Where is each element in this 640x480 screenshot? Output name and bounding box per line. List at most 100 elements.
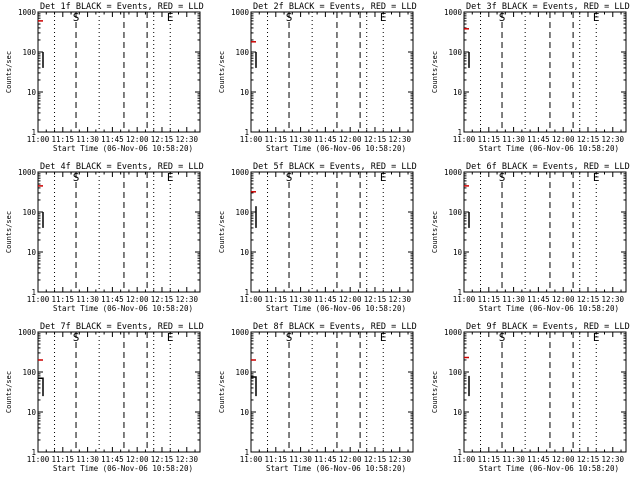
x-tick-label: 12:30 <box>175 455 198 464</box>
x-tick-label: 12:30 <box>601 455 624 464</box>
chart-panel: Det 4f BLACK = Events, RED = LLD Counts/s… <box>5 162 204 313</box>
x-tick-label: 11:45 <box>101 135 124 144</box>
chart-panel: Det 8f BLACK = Events, RED = LLD Counts/s… <box>218 322 417 473</box>
x-tick-label: 11:00 <box>453 135 476 144</box>
x-tick-label: 11:45 <box>527 135 550 144</box>
chart-title: Det 9f BLACK = Events, RED = LLD <box>466 322 630 332</box>
y-axis-label: Counts/sec <box>431 371 439 413</box>
x-tick-label: 11:00 <box>240 135 263 144</box>
x-axis-label: Start Time (06-Nov-06 10:58:20) <box>266 304 406 313</box>
x-tick-label: 12:30 <box>388 455 411 464</box>
y-tick-label: 10 <box>27 248 37 257</box>
y-tick-label: 1 <box>244 288 249 297</box>
x-tick-label: 11:45 <box>527 295 550 304</box>
x-tick-label: 12:15 <box>151 295 174 304</box>
x-tick-label: 11:45 <box>314 135 337 144</box>
x-tick-label: 11:15 <box>478 455 501 464</box>
y-tick-label: 1000 <box>231 328 250 337</box>
end-marker-label: E <box>593 11 600 24</box>
x-tick-label: 12:30 <box>388 295 411 304</box>
chart-panel: Det 9f BLACK = Events, RED = LLD Counts/s… <box>431 322 630 473</box>
x-axis-label: Start Time (06-Nov-06 10:58:20) <box>479 144 619 153</box>
y-tick-label: 1000 <box>444 168 463 177</box>
x-tick-label: 12:00 <box>339 135 362 144</box>
x-axis-label: Start Time (06-Nov-06 10:58:20) <box>53 304 193 313</box>
start-marker-label: S <box>499 11 506 24</box>
start-marker-label: S <box>73 331 80 344</box>
y-tick-label: 100 <box>22 48 36 57</box>
plot-frame <box>250 11 414 133</box>
end-marker-label: E <box>380 171 387 184</box>
x-tick-label: 11:00 <box>240 295 263 304</box>
x-tick-label: 11:45 <box>314 455 337 464</box>
x-tick-label: 11:00 <box>453 455 476 464</box>
end-marker-label: E <box>167 171 174 184</box>
x-axis-label: Start Time (06-Nov-06 10:58:20) <box>53 464 193 473</box>
y-tick-label: 100 <box>235 208 249 217</box>
x-tick-label: 11:00 <box>27 455 50 464</box>
x-axis-label: Start Time (06-Nov-06 10:58:20) <box>266 464 406 473</box>
events-series-line <box>251 376 257 397</box>
chart-panel: Det 1f BLACK = Events, RED = LLD Counts/s… <box>5 2 204 153</box>
x-tick-label: 11:45 <box>101 295 124 304</box>
chart-title: Det 4f BLACK = Events, RED = LLD <box>40 162 204 172</box>
y-tick-label: 100 <box>235 368 249 377</box>
y-tick-label: 10 <box>453 408 463 417</box>
y-tick-label: 1 <box>457 448 462 457</box>
x-tick-label: 12:00 <box>339 295 362 304</box>
x-tick-label: 11:30 <box>502 135 525 144</box>
x-tick-label: 12:15 <box>364 455 387 464</box>
x-tick-label: 11:00 <box>240 455 263 464</box>
x-tick-label: 12:00 <box>126 295 149 304</box>
x-tick-label: 12:30 <box>601 135 624 144</box>
y-axis-label: Counts/sec <box>5 51 13 93</box>
end-marker-label: E <box>380 331 387 344</box>
x-tick-label: 11:30 <box>289 295 312 304</box>
x-tick-label: 11:30 <box>502 455 525 464</box>
plot-frame <box>37 171 201 293</box>
start-marker-label: S <box>286 331 293 344</box>
chart-panel: Det 5f BLACK = Events, RED = LLD Counts/s… <box>218 162 417 313</box>
plot-frame <box>463 11 627 133</box>
events-series-line <box>38 377 44 397</box>
y-tick-label: 100 <box>22 208 36 217</box>
x-tick-label: 12:15 <box>577 135 600 144</box>
x-tick-label: 12:15 <box>577 455 600 464</box>
y-axis-label: Counts/sec <box>218 51 226 93</box>
y-tick-label: 10 <box>27 408 37 417</box>
chart-title: Det 3f BLACK = Events, RED = LLD <box>466 2 630 12</box>
y-tick-label: 10 <box>453 88 463 97</box>
y-tick-label: 1 <box>244 448 249 457</box>
y-axis-label: Counts/sec <box>218 371 226 413</box>
x-tick-label: 11:45 <box>527 455 550 464</box>
plot-frame <box>463 171 627 293</box>
y-axis-label: Counts/sec <box>218 211 226 253</box>
x-tick-label: 12:15 <box>151 455 174 464</box>
x-tick-label: 12:00 <box>126 455 149 464</box>
x-tick-label: 11:15 <box>265 295 288 304</box>
start-marker-label: S <box>286 171 293 184</box>
x-tick-label: 11:00 <box>27 135 50 144</box>
x-tick-label: 11:15 <box>52 295 75 304</box>
x-tick-label: 11:15 <box>478 135 501 144</box>
y-tick-label: 10 <box>240 248 250 257</box>
x-tick-label: 12:30 <box>601 295 624 304</box>
y-tick-label: 1000 <box>18 8 37 17</box>
x-tick-label: 11:00 <box>453 295 476 304</box>
plot-frame <box>463 331 627 453</box>
plot-frame <box>37 11 201 133</box>
x-tick-label: 11:00 <box>27 295 50 304</box>
y-tick-label: 100 <box>235 48 249 57</box>
chart-title: Det 6f BLACK = Events, RED = LLD <box>466 162 630 172</box>
y-tick-label: 1 <box>31 448 36 457</box>
chart-title: Det 2f BLACK = Events, RED = LLD <box>253 2 417 12</box>
x-tick-label: 12:00 <box>552 455 575 464</box>
x-tick-label: 11:30 <box>76 135 99 144</box>
end-marker-label: E <box>167 11 174 24</box>
y-tick-label: 1000 <box>18 168 37 177</box>
y-tick-label: 100 <box>22 368 36 377</box>
x-tick-label: 11:30 <box>289 455 312 464</box>
end-marker-label: E <box>167 331 174 344</box>
y-tick-label: 1000 <box>231 168 250 177</box>
x-tick-label: 11:45 <box>101 455 124 464</box>
